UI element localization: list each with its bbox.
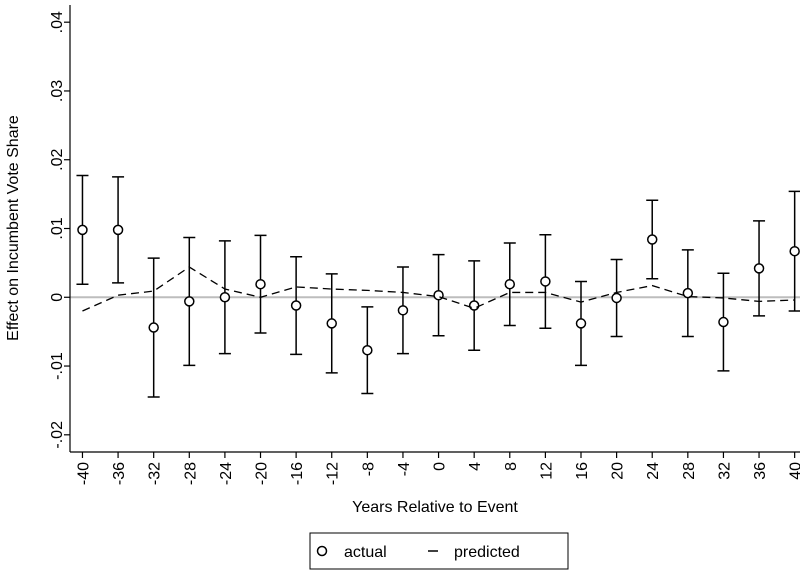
actual-point — [789, 245, 800, 257]
x-tick-label: 16 — [574, 462, 591, 480]
x-tick-label: 36 — [752, 462, 769, 480]
x-tick-label: -28 — [182, 462, 199, 485]
y-tick-label: -.01 — [49, 352, 66, 380]
actual-point — [255, 278, 266, 290]
x-tick-label: -24 — [218, 462, 235, 485]
predicted-line — [82, 266, 795, 312]
x-tick-label: -32 — [147, 462, 164, 485]
x-tick-label: 32 — [716, 462, 733, 480]
x-tick-label: -16 — [289, 462, 306, 485]
actual-point — [77, 224, 88, 236]
legend-box — [309, 532, 569, 570]
actual-point — [540, 276, 551, 287]
actual-point — [290, 300, 302, 311]
actual-point — [433, 289, 444, 301]
x-tick-label: 0 — [432, 462, 449, 471]
x-axis-label: Years Relative to Event — [352, 499, 518, 516]
x-tick-label: 40 — [788, 462, 800, 480]
x-tick-label: -40 — [75, 462, 92, 485]
actual-point — [397, 305, 409, 316]
x-tick-label: -8 — [360, 462, 377, 476]
actual-point — [148, 322, 159, 333]
actual-point — [468, 300, 480, 311]
x-tick-label: -36 — [111, 462, 128, 485]
actual-point — [112, 224, 124, 236]
legend-symbol — [316, 545, 328, 557]
actual-point — [575, 318, 587, 329]
y-tick-label: .04 — [49, 11, 66, 33]
actual-point — [646, 234, 658, 245]
x-tick-label: 8 — [503, 462, 520, 471]
actual-point — [184, 296, 195, 307]
actual-point — [682, 287, 694, 299]
actual-point — [504, 278, 516, 290]
legend-label: predicted — [454, 544, 520, 561]
y-tick-label: 0 — [49, 293, 66, 302]
x-tick-label: 4 — [467, 462, 484, 471]
y-tick-label: .01 — [49, 217, 66, 239]
actual-point — [718, 316, 729, 328]
y-tick-label: .03 — [49, 80, 66, 102]
actual-point — [362, 344, 373, 356]
y-tick-label: -.02 — [49, 421, 66, 449]
x-tick-label: -12 — [325, 462, 342, 485]
actual-point — [753, 263, 765, 274]
actual-point — [326, 318, 337, 329]
x-tick-label: 20 — [610, 462, 627, 480]
y-tick-label: .02 — [49, 149, 66, 171]
legend-label: actual — [344, 544, 387, 561]
actual-point — [219, 292, 231, 303]
x-tick-label: 24 — [645, 462, 662, 480]
x-tick-label: -20 — [254, 462, 271, 485]
x-tick-label: 12 — [538, 462, 555, 480]
y-axis-label: Effect on Incumbent Vote Share — [5, 115, 22, 341]
x-tick-label: -4 — [396, 462, 413, 476]
actual-point — [611, 292, 622, 304]
x-tick-label: 28 — [681, 462, 698, 480]
